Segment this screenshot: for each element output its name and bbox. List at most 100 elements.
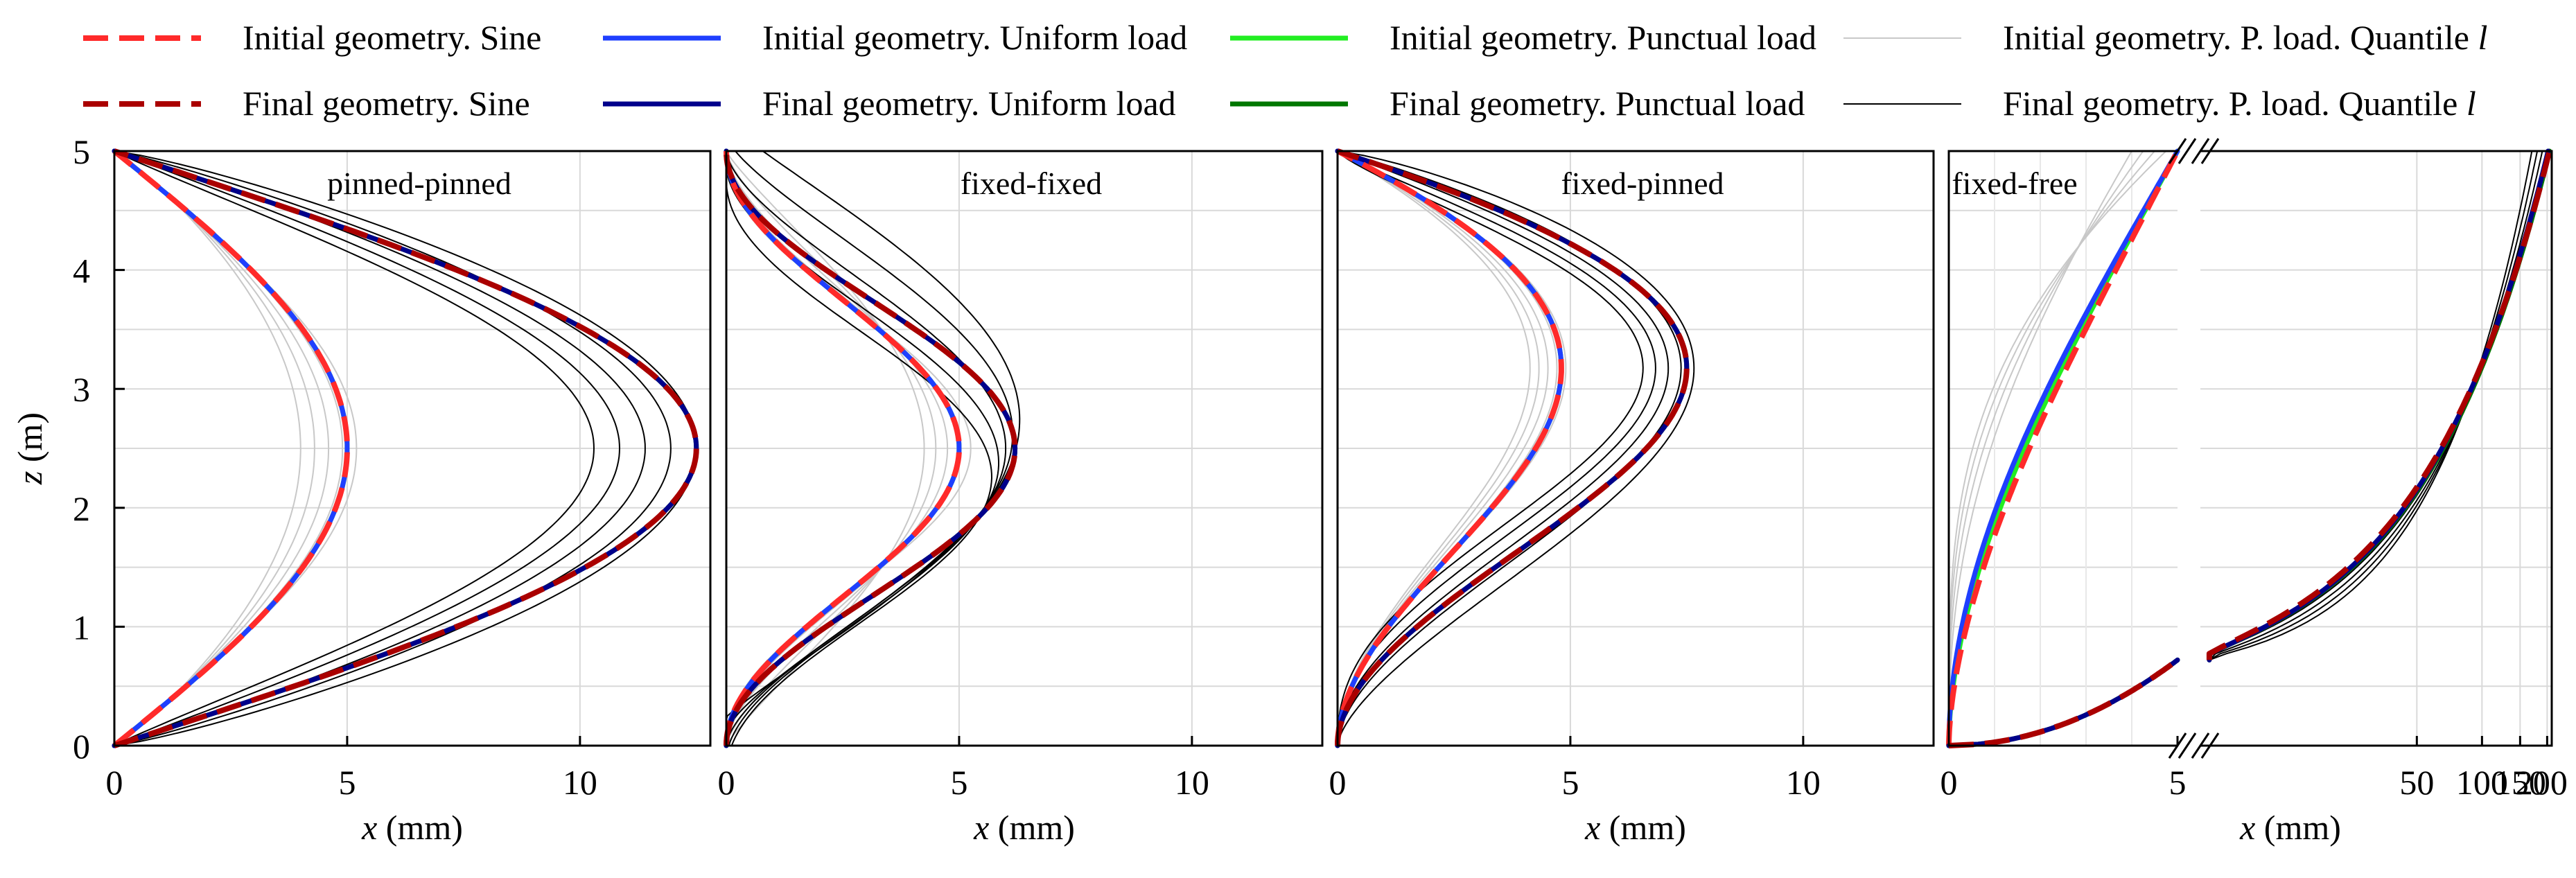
series-final-quantile [1337, 150, 1695, 746]
legend-entry-final_quantile: Final geometry. P. load. Quantile l [1843, 84, 2476, 123]
x-tick-label: 5 [2169, 763, 2187, 802]
series-init-quantile [726, 150, 925, 746]
legend-label-init_uniform: Initial geometry. Uniform load [762, 18, 1187, 57]
legend-entry-final_uniform: Final geometry. Uniform load [603, 84, 1176, 123]
panel-title: fixed-pinned [1561, 166, 1724, 201]
series-final-quantile [114, 150, 595, 746]
x-axis-label: x (mm) [973, 808, 1075, 847]
panel-title: fixed-free [1952, 166, 2077, 201]
legend-label-final_quantile: Final geometry. P. load. Quantile l [2003, 84, 2476, 123]
legend-label-init_sine: Initial geometry. Sine [243, 18, 541, 57]
panel-title: pinned-pinned [327, 166, 511, 201]
series-final-quantile [2208, 150, 2543, 661]
y-axis-label: z (m) [10, 412, 49, 485]
series-final-quantile [1337, 150, 1670, 746]
legend-entry-init_quantile: Initial geometry. P. load. Quantile l [1843, 18, 2487, 57]
x-tick-label: 200 [2516, 763, 2568, 802]
y-tick-label: 5 [73, 132, 90, 171]
axis-break-mark [2191, 732, 2210, 759]
series-init-uniform [1946, 148, 2180, 748]
x-tick-label: 10 [563, 763, 597, 802]
x-tick-label: 150 [2494, 763, 2546, 802]
x-tick-label: 100 [2456, 763, 2508, 802]
panel-frame [113, 150, 712, 747]
y-axis: 0 1 2 3 4 5 z (m) [10, 132, 125, 766]
x-tick-label: 0 [1940, 763, 1958, 802]
series-final-sine [1335, 148, 1690, 746]
legend-entry-init_sine: Initial geometry. Sine [83, 18, 541, 57]
legend-label-italic: l [2467, 84, 2476, 123]
x-tick-label: 5 [338, 763, 356, 802]
x-tick-label: 0 [718, 763, 735, 802]
panel-frame-left [1947, 150, 2178, 747]
panel-frame [1336, 150, 1935, 747]
legend-label-init_punctual: Initial geometry. Punctual load [1390, 18, 1816, 57]
x-tick-label: 50 [2399, 763, 2434, 802]
series-final-sine [2206, 150, 2552, 660]
series-final-quantile [2208, 150, 2533, 661]
legend-entry-final_sine: Final geometry. Sine [83, 84, 530, 123]
axis-break-mark [2168, 138, 2187, 164]
panel-frame [725, 150, 1324, 747]
x-axis-label: x (mm) [2239, 808, 2341, 847]
panel-fixed-fixed: fixed-fixed 0 5 10 x (mm) [718, 148, 1324, 847]
series-init-sine [1946, 150, 2180, 746]
series-init-sine [1335, 148, 1564, 746]
series-final-sine [113, 148, 699, 748]
legend-label-final_uniform: Final geometry. Uniform load [762, 84, 1176, 123]
x-tick-label: 5 [950, 763, 967, 802]
axis-break-mark [2178, 732, 2197, 759]
series-init-quantile [1337, 150, 1540, 746]
series-init-quantile [114, 150, 301, 746]
legend-label-final_sine: Final geometry. Sine [243, 84, 530, 123]
series-final-quantile [1337, 150, 1644, 746]
legend-label-final_punctual: Final geometry. Punctual load [1390, 84, 1805, 123]
panel-fixed-pinned: fixed-pinned 0 5 10 x (mm) [1329, 148, 1935, 847]
legend-label-italic: l [2478, 18, 2488, 57]
series-final-punctual [1946, 657, 2180, 748]
x-tick-label: 10 [1175, 763, 1209, 802]
axis-break-mark [2200, 138, 2220, 164]
x-tick-label: 10 [1786, 763, 1821, 802]
legend-entry-init_punctual: Initial geometry. Punctual load [1230, 18, 1816, 57]
x-tick-label: 0 [1329, 763, 1347, 802]
series-final-quantile [726, 150, 1007, 746]
series-final-quantile [114, 150, 620, 746]
panel-title: fixed-fixed [961, 166, 1102, 201]
series-final-uniform [1946, 657, 2180, 748]
legend-label-init_quantile: Initial geometry. P. load. Quantile l [2003, 18, 2487, 57]
series-init-quantile [114, 150, 315, 746]
panel-pinned-pinned: pinned-pinned 0 5 10 x (mm) [106, 148, 712, 847]
x-tick-label: 5 [1561, 763, 1579, 802]
x-axis-label: x (mm) [361, 808, 463, 847]
series-final-sine [1948, 658, 2180, 748]
y-tick-label: 4 [73, 252, 90, 290]
axis-break-mark [2191, 138, 2210, 164]
y-tick-label: 0 [73, 727, 90, 766]
legend-entry-init_uniform: Initial geometry. Uniform load [603, 18, 1187, 57]
series-final-quantile [2208, 150, 2539, 661]
series-final-sine [724, 150, 1018, 746]
series-init-sine [112, 148, 350, 748]
series-final-quantile [2208, 150, 2548, 661]
axis-break-mark [2178, 138, 2197, 164]
panel-frame-right [2200, 150, 2553, 747]
series-final-punctual [2207, 148, 2552, 662]
legend-entry-final_punctual: Final geometry. Punctual load [1230, 84, 1805, 123]
series-final-quantile [114, 150, 646, 746]
x-axis-label: x (mm) [1584, 808, 1686, 847]
y-tick-label: 3 [73, 370, 90, 409]
legend: Initial geometry. Sine Final geometry. Si… [83, 18, 2487, 123]
y-tick-label: 1 [73, 608, 90, 647]
x-tick-label: 0 [106, 763, 123, 802]
series-final-quantile [726, 150, 992, 746]
series-init-quantile [726, 150, 937, 746]
series-final-uniform [2207, 148, 2551, 662]
series-final-quantile [114, 150, 672, 746]
series-init-quantile [1337, 150, 1531, 746]
series-init-sine [724, 150, 962, 746]
axis-break-mark [2200, 732, 2220, 759]
